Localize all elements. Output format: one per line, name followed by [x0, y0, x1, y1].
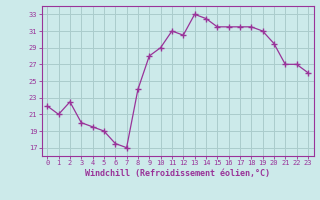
X-axis label: Windchill (Refroidissement éolien,°C): Windchill (Refroidissement éolien,°C): [85, 169, 270, 178]
